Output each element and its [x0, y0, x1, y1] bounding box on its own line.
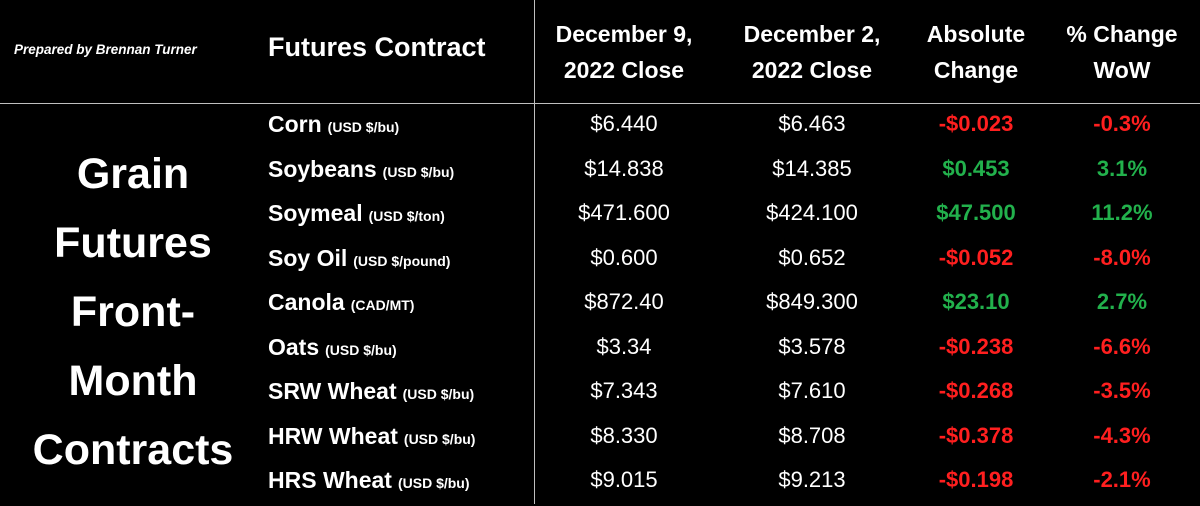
contract-label: HRW Wheat: [268, 422, 398, 449]
contract-label: HRS Wheat: [268, 467, 392, 493]
table-row: Soymeal (USD $/ton) $471.600 $424.100 $47.50…: [0, 195, 1200, 239]
contract-label: Corn: [268, 111, 322, 137]
cell-dec2-close: $6.463: [778, 111, 846, 136]
cell-dec9-close: $0.600: [590, 244, 658, 270]
cell-dec2-close: $14.385: [772, 155, 852, 181]
contract-label: Soymeal: [268, 200, 363, 226]
header-line: % Change: [1066, 21, 1178, 47]
cell-dec9-close: $14.838: [584, 155, 664, 181]
contract-name: Oats (USD $/bu): [268, 329, 397, 368]
side-title-line: Futures: [54, 219, 212, 267]
contract-label: Soy Oil: [268, 244, 348, 271]
header-december-9-close: December 9, 2022 Close: [534, 16, 714, 88]
table-row: Corn (USD $/bu) $6.440 $6.463 -$0.023 -0.3%: [0, 106, 1200, 150]
contract-unit: (CAD/MT): [350, 297, 415, 313]
cell-dec9-close: $3.34: [596, 333, 652, 359]
cell-dec9-close: $471.600: [578, 200, 670, 225]
header-percent-change-wow: % Change WoW: [1032, 16, 1200, 88]
cell-dec2-close: $3.578: [778, 333, 846, 359]
header-line: Change: [933, 57, 1019, 83]
table-row: Oats (USD $/bu) $3.34 $3.578 -$0.238 -6.6%: [0, 329, 1200, 373]
cell-dec2-close: $0.652: [778, 244, 846, 270]
table-row: HRS Wheat (USD $/bu) $9.015 $9.213 -$0.198 -2…: [0, 462, 1200, 506]
cell-dec2-close: $424.100: [766, 200, 858, 225]
cell-absolute-change: $23.10: [942, 289, 1010, 314]
contract-unit: (USD $/bu): [325, 341, 397, 358]
table-row: Soybeans (USD $/bu) $14.838 $14.385 $0.453 3.…: [0, 151, 1200, 195]
contract-label: Oats: [268, 333, 320, 360]
table-row: Canola (CAD/MT) $872.40 $849.300 $23.10 2.7%: [0, 284, 1200, 328]
cell-dec9-close: $9.015: [590, 467, 658, 492]
contract-label: SRW Wheat: [268, 378, 397, 404]
header-line: 2022 Close: [751, 57, 873, 83]
cell-dec9-close: $6.440: [590, 111, 658, 136]
contract-name: Soy Oil (USD $/pound): [268, 240, 450, 279]
contract-unit: (USD $/bu): [397, 475, 470, 491]
cell-absolute-change: $0.453: [942, 155, 1010, 181]
contract-name: Corn (USD $/bu): [268, 106, 399, 145]
contract-name: HRS Wheat (USD $/bu): [268, 462, 470, 501]
cell-dec9-close: $872.40: [584, 289, 664, 314]
header-line: December 9,: [555, 21, 693, 47]
cell-dec9-close: $7.343: [590, 378, 658, 403]
contract-label: Canola: [268, 289, 345, 315]
cell-percent-change: -4.3%: [1093, 422, 1151, 448]
contract-label: Soybeans: [268, 155, 377, 182]
side-title-line: Month: [68, 357, 198, 405]
cell-percent-change: -3.5%: [1093, 378, 1151, 403]
contract-name: Canola (CAD/MT): [268, 284, 414, 323]
cell-dec2-close: $9.213: [778, 467, 846, 492]
header-divider: [0, 103, 1200, 104]
contract-unit: (USD $/ton): [368, 208, 445, 224]
side-title: Grain Futures Front- Month Contracts: [18, 140, 248, 485]
contract-unit: (USD $/bu): [382, 163, 455, 180]
header-line: WoW: [1093, 57, 1151, 83]
side-title-line: Contracts: [32, 426, 234, 474]
header-december-2-close: December 2, 2022 Close: [722, 16, 902, 88]
contract-name: Soybeans (USD $/bu): [268, 151, 454, 190]
side-title-line: Grain: [76, 150, 190, 198]
cell-absolute-change: -$0.268: [938, 378, 1014, 403]
cell-percent-change: -6.6%: [1093, 333, 1151, 359]
credit-text: Prepared by Brennan Turner: [14, 42, 197, 57]
contract-name: Soymeal (USD $/ton): [268, 195, 445, 234]
cell-dec2-close: $8.708: [778, 422, 846, 448]
cell-percent-change: -2.1%: [1093, 467, 1151, 492]
cell-percent-change: 2.7%: [1096, 289, 1148, 314]
contract-unit: (USD $/bu): [327, 119, 400, 135]
contract-unit: (USD $/pound): [353, 252, 451, 269]
header-absolute-change: Absolute Change: [886, 16, 1066, 88]
table-row: SRW Wheat (USD $/bu) $7.343 $7.610 -$0.268 -3…: [0, 373, 1200, 417]
table-row: HRW Wheat (USD $/bu) $8.330 $8.708 -$0.378 -4…: [0, 418, 1200, 462]
contract-unit: (USD $/bu): [402, 386, 475, 402]
cell-absolute-change: -$0.023: [938, 111, 1014, 136]
cell-absolute-change: -$0.052: [938, 244, 1014, 270]
side-title-line: Front-: [70, 288, 196, 336]
cell-absolute-change: $47.500: [936, 200, 1016, 225]
cell-percent-change: -8.0%: [1093, 244, 1151, 270]
header-line: December 2,: [743, 21, 881, 47]
cell-dec2-close: $7.610: [778, 378, 846, 403]
cell-absolute-change: -$0.378: [938, 422, 1014, 448]
contract-unit: (USD $/bu): [403, 430, 476, 447]
contract-name: HRW Wheat (USD $/bu): [268, 418, 475, 457]
column-divider: [534, 0, 535, 504]
table-row: Soy Oil (USD $/pound) $0.600 $0.652 -$0.052 -…: [0, 240, 1200, 284]
cell-percent-change: 11.2%: [1091, 200, 1153, 225]
header-line: Absolute: [926, 21, 1026, 47]
cell-absolute-change: -$0.198: [938, 467, 1014, 492]
header-line: 2022 Close: [563, 57, 685, 83]
cell-absolute-change: -$0.238: [938, 333, 1014, 359]
cell-dec2-close: $849.300: [766, 289, 858, 314]
header-futures-contract: Futures Contract: [268, 32, 486, 62]
contract-name: SRW Wheat (USD $/bu): [268, 373, 474, 412]
cell-dec9-close: $8.330: [590, 422, 658, 448]
cell-percent-change: -0.3%: [1093, 111, 1151, 136]
cell-percent-change: 3.1%: [1096, 155, 1148, 181]
